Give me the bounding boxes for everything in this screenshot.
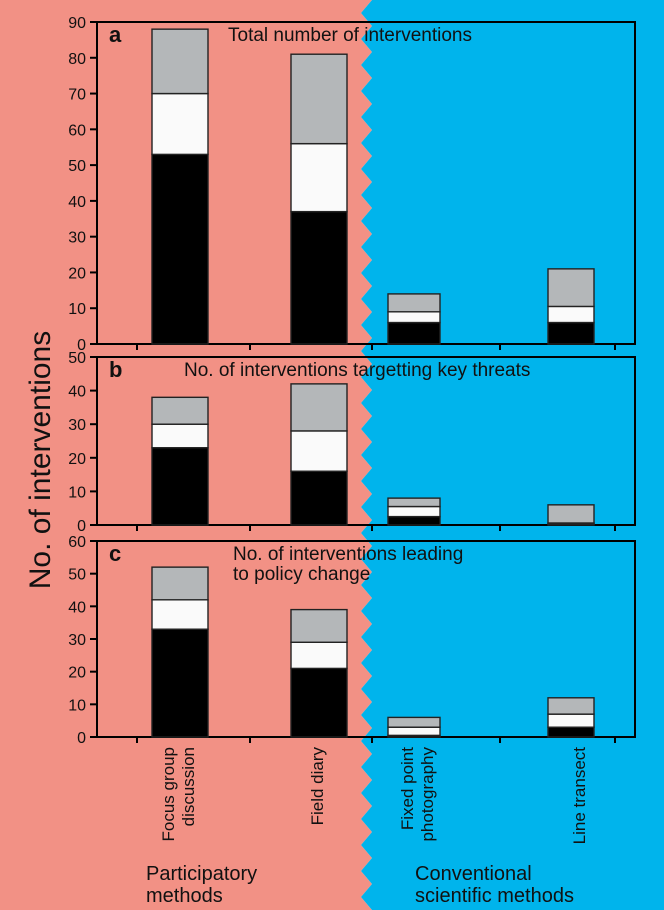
y-tick-label: 30 (68, 230, 86, 247)
panel-letter: a (109, 22, 122, 47)
bar-middle-segment (290, 430, 348, 472)
bar-middle-segment (547, 713, 595, 728)
y-tick-label: 0 (77, 337, 86, 354)
panel-letter: c (109, 541, 121, 566)
group-label-conventional: scientific methods (415, 885, 574, 907)
bar-middle-segment (387, 726, 441, 737)
bar-bottom-segment (290, 210, 348, 345)
bar-bottom-segment (387, 515, 441, 526)
bar-top-segment (151, 396, 209, 425)
bar-bottom-segment (290, 667, 348, 738)
bar-top-segment (290, 608, 348, 643)
panel-title: No. of interventions leading (233, 544, 463, 565)
bar-top-segment (290, 383, 348, 432)
bar-bottom-segment (387, 321, 441, 345)
y-axis-label: No. of interventions (24, 331, 57, 589)
bar-top-segment (387, 716, 441, 728)
bar-bottom-segment (547, 321, 595, 345)
chart-panels: 0 10 20 30 40 50 60 70 80 90 a Total number of inte… (68, 15, 636, 747)
bar-bottom-segment (151, 153, 209, 345)
y-tick-label: 90 (68, 15, 86, 32)
bar-top-segment (151, 28, 209, 95)
panel-title: No. of interventions targetting key thre… (184, 360, 530, 381)
bar-top-segment (290, 53, 348, 145)
y-tick-label: 50 (68, 567, 86, 584)
y-tick-label: 60 (68, 122, 86, 139)
group-label-conventional: Conventional (415, 863, 532, 885)
bar-top-segment (547, 268, 595, 308)
group-label-participatory: Participatory (146, 863, 257, 885)
category-label: photography (418, 747, 437, 842)
bar-bottom-segment (547, 726, 595, 738)
y-tick-label: 40 (68, 194, 86, 211)
y-tick-label: 20 (68, 665, 86, 682)
y-tick-label: 60 (68, 534, 86, 551)
category-label: Line transect (570, 747, 589, 845)
y-tick-label: 10 (68, 301, 86, 318)
y-tick-label: 10 (68, 697, 86, 714)
bar-top-segment (547, 697, 595, 715)
bar-top-segment (387, 293, 441, 313)
panel-a: 0 10 20 30 40 50 60 70 80 90 a Total number of inte… (68, 15, 636, 354)
y-tick-label: 50 (68, 350, 86, 367)
y-tick-label: 30 (68, 417, 86, 434)
y-tick-label: 40 (68, 599, 86, 616)
conventional-background (361, 0, 664, 910)
bar-top-segment (547, 504, 595, 524)
y-tick-label: 0 (77, 730, 86, 747)
bar-top-segment (387, 497, 441, 508)
bar-middle-segment (151, 599, 209, 630)
bar-middle-segment (387, 505, 441, 518)
panel-title: to policy change (233, 564, 370, 585)
y-tick-label: 80 (68, 51, 86, 68)
panel-title: Total number of interventions (228, 25, 472, 46)
bar-middle-segment (151, 92, 209, 156)
y-tick-label: 0 (77, 518, 86, 535)
y-tick-label: 70 (68, 87, 86, 104)
bar-middle-segment (387, 311, 441, 324)
panel-c: 0 10 20 30 40 50 60 c No. of interventions leadi… (68, 534, 636, 747)
bar-bottom-segment (151, 447, 209, 526)
bar-top-segment (151, 566, 209, 601)
panel-frame (96, 21, 636, 345)
category-label: Fixed point (398, 747, 417, 830)
panel-b: 0 10 20 30 40 50 b No. of interventions targett… (68, 350, 636, 535)
bar-middle-segment (290, 641, 348, 670)
y-tick-label: 30 (68, 632, 86, 649)
bar-bottom-segment (290, 470, 348, 526)
y-tick-label: 10 (68, 484, 86, 501)
group-label-participatory: methods (146, 885, 223, 907)
bar-middle-segment (151, 423, 209, 449)
y-tick-label: 40 (68, 384, 86, 401)
y-tick-label: 20 (68, 265, 86, 282)
category-label: Field diary (308, 747, 327, 826)
y-tick-label: 50 (68, 158, 86, 175)
panel-letter: b (109, 357, 122, 382)
category-label: discussion (179, 747, 198, 826)
bar-bottom-segment (151, 628, 209, 738)
category-label: Focus group (159, 747, 178, 842)
axis-labels: No. of interventions Focus group discussio… (24, 331, 589, 907)
panel-frame (96, 356, 636, 526)
bar-middle-segment (547, 305, 595, 324)
y-tick-label: 20 (68, 451, 86, 468)
bar-middle-segment (290, 142, 348, 213)
